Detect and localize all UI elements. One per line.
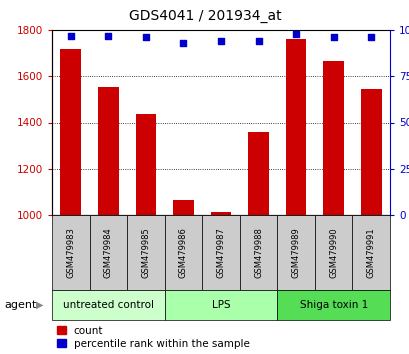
Point [67,33,74,38]
Point [217,38,224,44]
Point [105,33,111,38]
Text: ▶: ▶ [36,300,43,310]
Text: GSM479983: GSM479983 [66,227,75,278]
Text: GSM479985: GSM479985 [141,227,150,278]
Bar [285,39,306,215]
Text: GSM479984: GSM479984 [103,227,112,278]
Bar [276,290,389,320]
Bar [276,215,314,290]
Text: Shiga toxin 1: Shiga toxin 1 [299,300,367,310]
Bar [210,212,231,215]
Point [367,35,373,40]
Text: GDS4041 / 201934_at: GDS4041 / 201934_at [128,9,281,23]
Bar [314,215,352,290]
Bar [52,215,89,290]
Bar [247,132,268,215]
Point [255,38,261,44]
Bar [89,215,127,290]
Point [180,40,186,46]
Bar [164,290,276,320]
Legend: count, percentile rank within the sample: count, percentile rank within the sample [57,326,249,349]
Text: GSM479986: GSM479986 [178,227,187,278]
Text: untreated control: untreated control [63,300,153,310]
Bar [173,200,193,215]
Text: GSM479991: GSM479991 [366,227,375,278]
Text: GSM479989: GSM479989 [291,227,300,278]
Bar [135,114,156,215]
Bar [323,61,343,215]
Bar [52,290,164,320]
Point [142,35,149,40]
Text: GSM479987: GSM479987 [216,227,225,278]
Bar [202,215,239,290]
Bar [352,215,389,290]
Bar [164,215,202,290]
Point [292,31,299,36]
Bar [239,215,276,290]
Bar [127,215,164,290]
Text: GSM479988: GSM479988 [254,227,263,278]
Text: LPS: LPS [211,300,230,310]
Bar [98,87,118,215]
Bar [60,48,81,215]
Text: GSM479990: GSM479990 [328,227,337,278]
Bar [360,89,381,215]
Text: agent: agent [4,300,36,310]
Point [330,35,336,40]
